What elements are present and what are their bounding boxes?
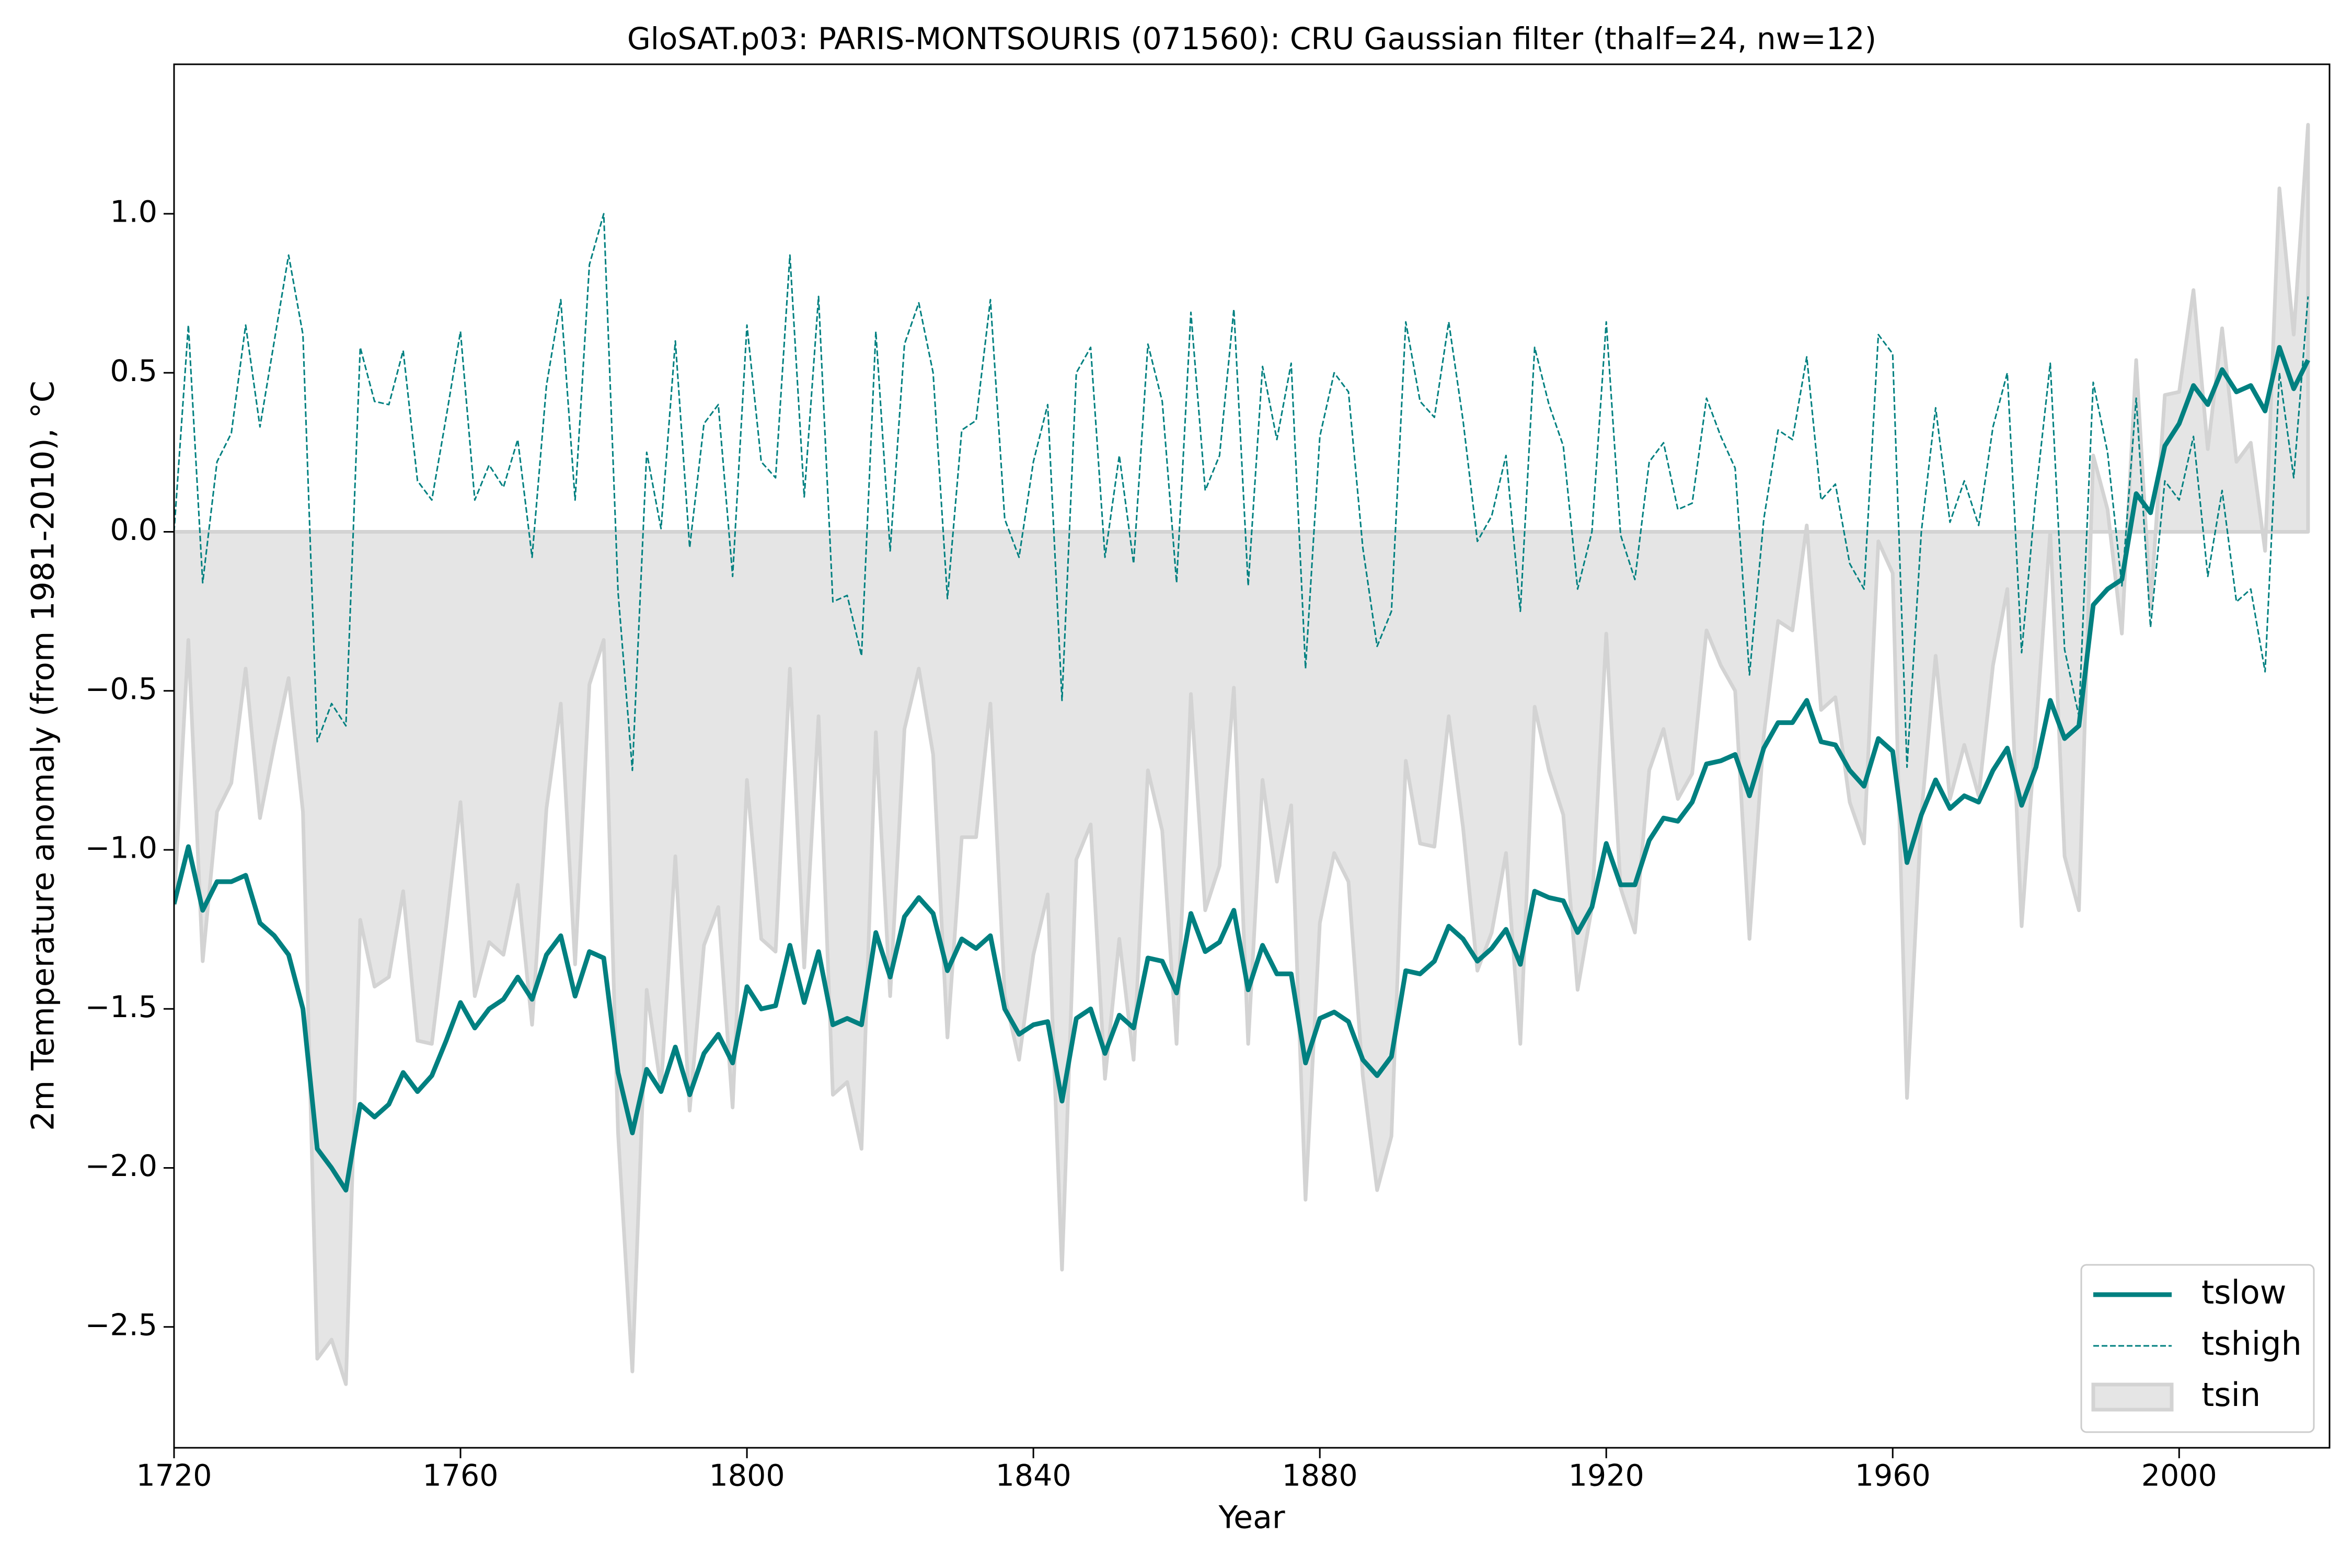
- y-tick-label: −1.5: [85, 990, 157, 1024]
- legend-label: tshigh: [2201, 1324, 2302, 1363]
- y-tick-label: −2.0: [85, 1149, 157, 1183]
- x-tick-label: 1920: [1569, 1459, 1644, 1493]
- area: [174, 123, 2310, 1386]
- x-tick-label: 2000: [2141, 1459, 2217, 1493]
- legend-swatch: [2091, 1382, 2174, 1412]
- legend-label: tsin: [2201, 1376, 2261, 1414]
- x-tick-label: 1960: [1855, 1459, 1931, 1493]
- axes-frame: [173, 63, 2331, 1449]
- x-tick-label: 1880: [1282, 1459, 1358, 1493]
- legend-label: tslow: [2201, 1273, 2286, 1311]
- y-axis-label: 2m Temperature anomaly (from 1981-2010),…: [25, 381, 62, 1131]
- line: [174, 345, 2310, 1193]
- chart-title: GloSAT.p03: PARIS-MONTSOURIS (071560): C…: [627, 21, 1876, 56]
- x-axis-label: Year: [1218, 1500, 1285, 1536]
- y-tick-label: −2.5: [85, 1308, 157, 1342]
- y-tick-label: −1.0: [85, 831, 157, 866]
- y-tick-label: −0.5: [85, 672, 157, 706]
- line: [174, 213, 2309, 771]
- x-tick-label: 1800: [709, 1459, 785, 1493]
- x-tick-label: 1720: [136, 1459, 212, 1493]
- plot-area: [174, 123, 2310, 1386]
- x-tick-label: 1760: [423, 1459, 499, 1493]
- y-tick-label: 0.0: [110, 513, 157, 547]
- x-tick-label: 1840: [996, 1459, 1071, 1493]
- y-tick-label: 0.5: [110, 354, 157, 388]
- y-tick-label: 1.0: [110, 195, 157, 229]
